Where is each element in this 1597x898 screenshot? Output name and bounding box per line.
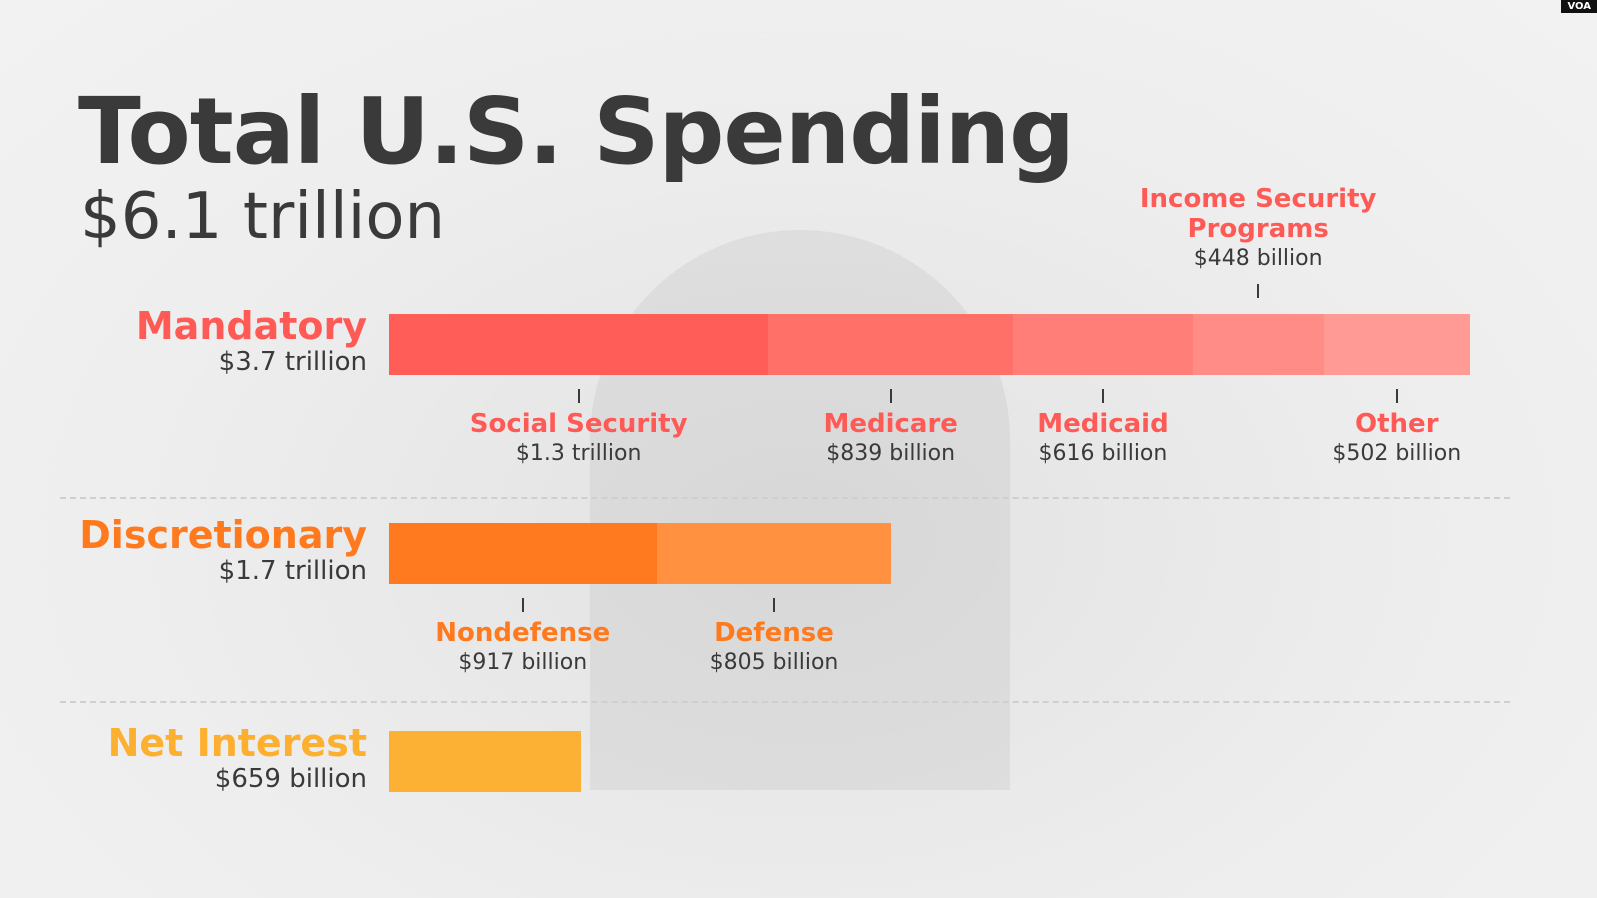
bar-segment bbox=[656, 523, 892, 584]
group-total: $3.7 trillion bbox=[218, 347, 367, 377]
segment-label: Defense $805 billion bbox=[710, 618, 839, 678]
divider bbox=[60, 497, 1510, 499]
segment-value: $616 billion bbox=[1038, 441, 1168, 466]
bar-segment bbox=[1192, 314, 1324, 375]
tick-mark bbox=[521, 598, 524, 612]
tick-mark bbox=[1257, 284, 1260, 298]
segment-value: $805 billion bbox=[709, 650, 839, 675]
bar-segment bbox=[768, 314, 1014, 375]
row-label-0: Mandatory $3.7 trillion bbox=[136, 306, 367, 378]
group-name: Mandatory bbox=[135, 304, 367, 348]
bar-segment bbox=[389, 731, 582, 792]
segment-name: Other bbox=[1355, 409, 1439, 439]
bar-segment bbox=[389, 523, 657, 584]
tick-mark bbox=[772, 598, 775, 612]
segment-label: Other $502 billion bbox=[1332, 409, 1461, 469]
tick-mark bbox=[889, 389, 892, 403]
tick-mark bbox=[1395, 389, 1398, 403]
voa-logo: VOA bbox=[1561, 0, 1597, 13]
group-total: $659 billion bbox=[214, 764, 367, 794]
segment-name: Nondefense bbox=[435, 618, 611, 648]
group-name: Net Interest bbox=[107, 721, 367, 765]
segment-name: Medicare bbox=[823, 409, 958, 439]
segment-name: Social Security bbox=[469, 409, 688, 439]
chart-title: Total U.S. Spending bbox=[78, 78, 1075, 185]
divider bbox=[60, 701, 1510, 703]
bar-segment bbox=[1013, 314, 1193, 375]
segment-name: Income Security Programs bbox=[1139, 184, 1377, 244]
segment-label: Medicaid $616 billion bbox=[1037, 409, 1169, 469]
segment-label: Social Security $1.3 trillion bbox=[470, 409, 688, 469]
segment-value: $839 billion bbox=[826, 441, 956, 466]
tick-mark bbox=[577, 389, 580, 403]
segment-name: Defense bbox=[714, 618, 834, 648]
bar-segment bbox=[1323, 314, 1470, 375]
segment-value: $917 billion bbox=[458, 650, 588, 675]
segment-value: $448 billion bbox=[1193, 246, 1323, 271]
group-total: $1.7 trillion bbox=[218, 556, 367, 586]
row-label-1: Discretionary $1.7 trillion bbox=[79, 515, 367, 587]
row-label-2: Net Interest $659 billion bbox=[108, 723, 367, 795]
bar-segment bbox=[389, 314, 769, 375]
chart-subtitle: $6.1 trillion bbox=[80, 180, 446, 254]
segment-value: $1.3 trillion bbox=[515, 441, 642, 466]
segment-label: Income Security Programs $448 billion bbox=[1138, 184, 1378, 274]
segment-value: $502 billion bbox=[1332, 441, 1462, 466]
group-name: Discretionary bbox=[79, 513, 367, 557]
segment-label: Nondefense $917 billion bbox=[435, 618, 610, 678]
tick-mark bbox=[1101, 389, 1104, 403]
segment-name: Medicaid bbox=[1037, 409, 1169, 439]
segment-label: Medicare $839 billion bbox=[823, 409, 957, 469]
